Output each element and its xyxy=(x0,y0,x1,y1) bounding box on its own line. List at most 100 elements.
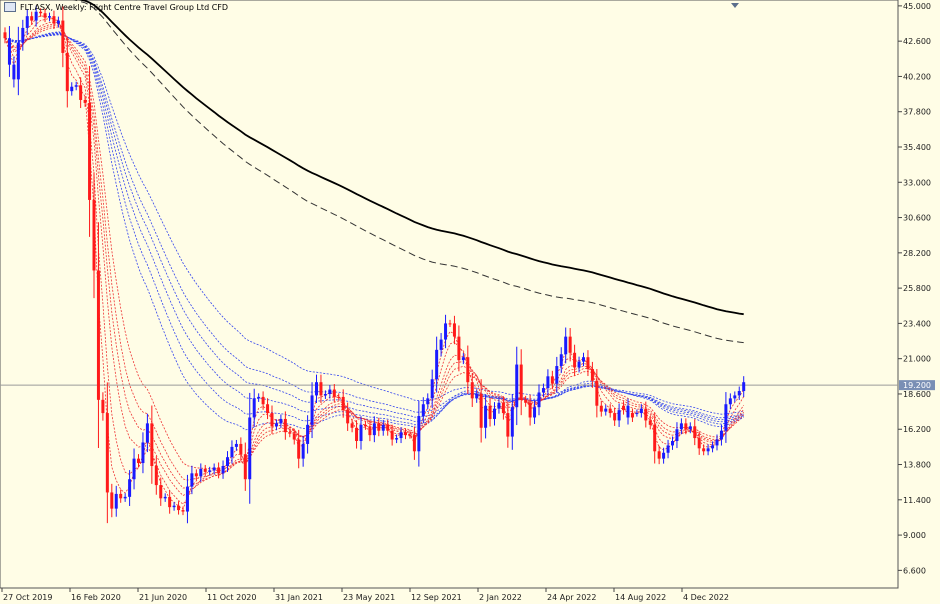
candle-body xyxy=(461,357,465,361)
candle-body xyxy=(96,270,100,400)
candle-body xyxy=(154,465,158,486)
candle-body xyxy=(123,496,127,499)
candle-body xyxy=(306,424,310,444)
candle-body xyxy=(644,408,648,421)
candle-body xyxy=(372,423,376,436)
candle-body xyxy=(457,336,461,361)
candle-body xyxy=(470,382,474,399)
ma-solid-line xyxy=(77,0,744,316)
candle-body xyxy=(3,32,7,39)
candle-body xyxy=(301,443,305,459)
candle-body xyxy=(310,395,314,425)
candle-body xyxy=(43,13,47,18)
y-tick-label: 33.000 xyxy=(903,178,931,187)
candle-body xyxy=(688,426,692,430)
candle-body xyxy=(101,399,105,414)
ribbon-red-line xyxy=(4,24,745,481)
candle-body xyxy=(332,389,336,397)
candle-body xyxy=(88,102,92,200)
candle-body xyxy=(617,410,621,421)
ma-dashed-line xyxy=(72,0,744,344)
candle-body xyxy=(706,448,710,452)
candle-body xyxy=(266,404,270,414)
candle-body xyxy=(386,424,390,431)
candle-body xyxy=(408,435,412,437)
candle-body xyxy=(341,396,345,411)
candle-body xyxy=(177,505,181,511)
candle-body xyxy=(141,442,145,464)
x-tick-label: 16 Feb 2020 xyxy=(71,593,121,602)
candle-body xyxy=(350,423,354,428)
candle-body xyxy=(145,423,149,443)
candle-body xyxy=(657,451,661,459)
candle-body xyxy=(537,392,541,408)
x-tick-label: 11 Oct 2020 xyxy=(207,593,256,602)
candle-body xyxy=(74,85,78,87)
candle-body xyxy=(243,454,247,480)
candle-body xyxy=(248,417,252,480)
candle-body xyxy=(359,424,363,441)
ribbon-blue-line xyxy=(4,33,744,419)
chart-icon xyxy=(4,2,16,12)
x-tick-label: 2 Jan 2022 xyxy=(479,593,522,602)
chart-title: FLT.ASX, Weekly: Flight Centre Travel Gr… xyxy=(4,2,228,12)
y-tick-label: 25.800 xyxy=(903,284,931,293)
candle-body xyxy=(622,405,626,411)
candle-body xyxy=(257,396,261,399)
candle-body xyxy=(181,510,185,512)
candle-body xyxy=(61,20,65,53)
candle-body xyxy=(586,357,590,369)
candle-body xyxy=(208,470,212,472)
candle-body xyxy=(119,493,123,499)
ribbon-red-line xyxy=(4,17,745,505)
candle-body xyxy=(626,405,630,418)
candle-body xyxy=(702,448,706,452)
price-axis: 45.000 42.600 40.200 37.800 35.400 33.000 30.6… xyxy=(898,2,931,575)
x-tick-label: 12 Sep 2021 xyxy=(411,593,462,602)
x-tick-label: 31 Jan 2021 xyxy=(275,593,323,602)
candle-body xyxy=(608,408,612,414)
y-tick-label: 13.800 xyxy=(903,461,931,470)
candle-body xyxy=(212,467,216,471)
candle-body xyxy=(693,426,697,439)
candle-body xyxy=(635,413,639,415)
candle-body xyxy=(488,405,492,419)
candle-body xyxy=(430,379,434,399)
candle-body xyxy=(150,423,154,466)
candle-body xyxy=(475,393,479,399)
candle-body xyxy=(435,349,439,380)
y-tick-label: 23.400 xyxy=(903,319,931,328)
candle-body xyxy=(168,496,172,508)
candle-body xyxy=(501,402,505,414)
candle-body xyxy=(319,382,323,396)
candle-body xyxy=(274,423,278,427)
candle-body xyxy=(226,457,229,466)
candle-body xyxy=(604,408,608,412)
candle-body xyxy=(234,443,238,447)
y-tick-label: 30.600 xyxy=(903,214,931,223)
candle-body xyxy=(404,432,407,436)
candle-body xyxy=(34,11,38,21)
candle-body xyxy=(105,413,109,493)
y-tick-label: 40.200 xyxy=(903,72,931,81)
candle-body xyxy=(541,388,545,393)
scroll-marker-icon[interactable] xyxy=(731,3,739,8)
candle-body xyxy=(412,435,416,452)
candles xyxy=(3,5,746,524)
y-tick-label: 16.200 xyxy=(903,425,931,434)
candle-body xyxy=(684,423,688,430)
candle-body xyxy=(390,430,394,440)
candle-body xyxy=(444,323,448,340)
candle-body xyxy=(346,410,350,424)
candle-body xyxy=(83,99,87,103)
candle-body xyxy=(70,86,74,92)
candle-body xyxy=(675,429,679,441)
candle-body xyxy=(648,420,652,425)
candle-body xyxy=(715,439,719,446)
candle-body xyxy=(48,16,51,18)
x-tick-label: 24 Apr 2022 xyxy=(547,593,596,602)
candle-body xyxy=(630,413,634,418)
candle-body xyxy=(742,382,746,392)
